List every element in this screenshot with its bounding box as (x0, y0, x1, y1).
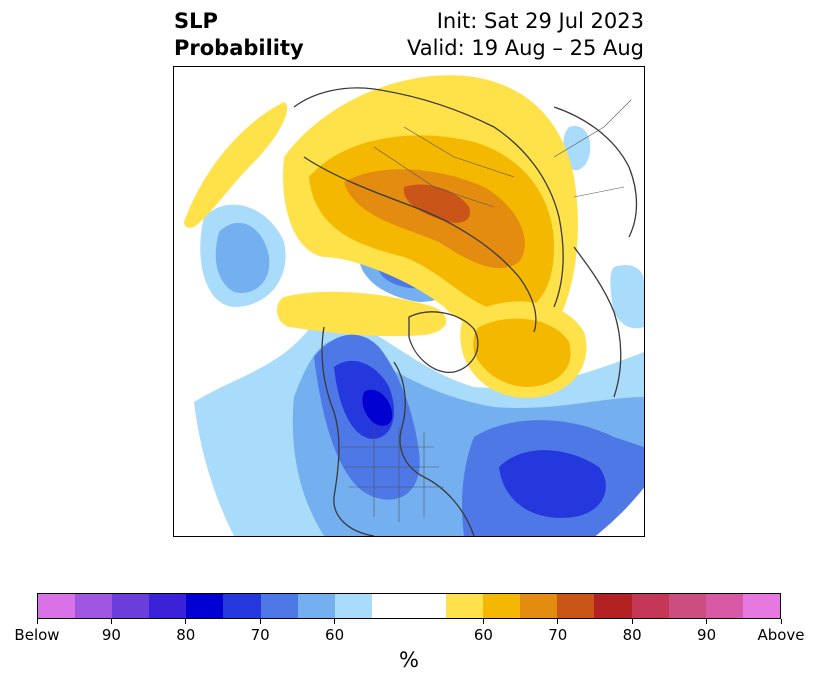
colorbar-tick (631, 619, 633, 624)
colorbar-segment (742, 594, 780, 618)
hudson-below-max (362, 389, 393, 426)
title-line-2: Probability (174, 36, 304, 60)
polar-map (173, 66, 645, 537)
atlantic-below-core (499, 450, 606, 518)
siberia-above-strong (403, 184, 470, 223)
political-borders (339, 96, 635, 522)
probability-map-svg (174, 67, 644, 536)
colorbar-tick (482, 619, 484, 624)
colorbar-segment (149, 594, 187, 618)
colorbar-unit: % (399, 648, 419, 672)
colorbar-segment (594, 594, 632, 618)
colorbar-tick (259, 619, 261, 624)
colorbar-segment (483, 594, 521, 618)
colorbar-segment (75, 594, 113, 618)
colorbar-segment (297, 594, 335, 618)
colorbar-segment (223, 594, 261, 618)
colorbar-segment (631, 594, 669, 618)
arctic-above-band (277, 291, 447, 337)
colorbar-tick (185, 619, 187, 624)
colorbar-tick-label: 70 (548, 626, 568, 644)
colorbar-tick (334, 619, 336, 624)
colorbar-segment (705, 594, 743, 618)
colorbar-tick-label: 80 (176, 626, 196, 644)
eastern-below-region (610, 265, 644, 329)
chart-title: SLP Probability (174, 8, 304, 62)
colorbar-segment (112, 594, 150, 618)
colorbar-tick-label: Below (14, 626, 60, 644)
colorbar-segment (371, 594, 409, 618)
coastlines (293, 87, 638, 536)
colorbar-tick-label: 90 (697, 626, 717, 644)
siberia-above-med (344, 169, 525, 269)
valid-range: Valid: 19 Aug – 25 Aug (406, 36, 644, 60)
colorbar-segment (446, 594, 484, 618)
init-date: Init: Sat 29 Jul 2023 (436, 9, 644, 33)
colorbar-segment (186, 594, 224, 618)
pacific-below-core (215, 222, 270, 293)
pacific-above-band (184, 102, 288, 228)
colorbar-segment (38, 594, 76, 618)
europe-below-region (563, 126, 591, 171)
colorbar-tick (36, 619, 38, 624)
greenland-above-mid (473, 318, 571, 387)
colorbar-tick (557, 619, 559, 624)
colorbar-segment (408, 594, 447, 618)
colorbar-segment (668, 594, 706, 618)
colorbar-tick (780, 619, 782, 624)
colorbar-tick (110, 619, 112, 624)
colorbar-tick (706, 619, 708, 624)
colorbar-segment (334, 594, 372, 618)
date-info: Init: Sat 29 Jul 2023 Valid: 19 Aug – 25… (407, 8, 644, 62)
colorbar-segment (520, 594, 558, 618)
colorbar-tick-label: Above (757, 626, 805, 644)
probability-colorbar (37, 593, 781, 619)
colorbar-segment (557, 594, 595, 618)
title-line-1: SLP (174, 9, 218, 33)
colorbar-tick-label: 60 (325, 626, 345, 644)
colorbar-tick-label: 70 (250, 626, 270, 644)
colorbar-segment (260, 594, 298, 618)
colorbar-tick-label: 90 (101, 626, 121, 644)
colorbar-tick-label: 80 (622, 626, 642, 644)
colorbar-tick-label: 60 (473, 626, 493, 644)
